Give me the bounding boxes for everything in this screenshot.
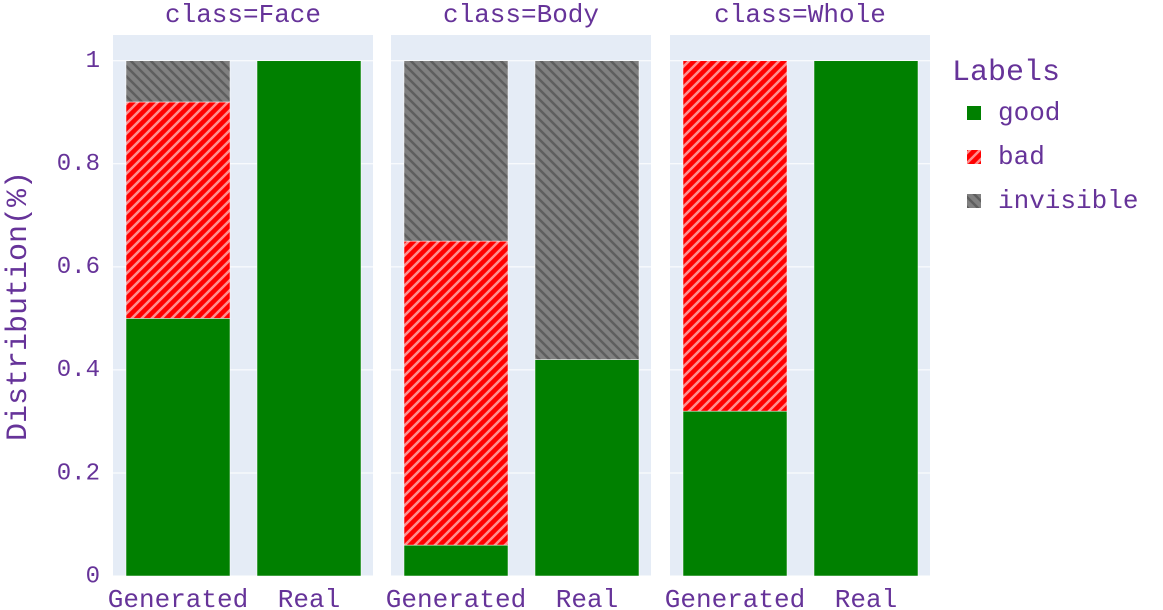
- bar-segment: [682, 410, 788, 577]
- bar-segment: [256, 60, 362, 577]
- y-tick-label: 0.2: [57, 460, 100, 487]
- legend-swatch: [967, 106, 981, 120]
- bar-segment: [125, 318, 231, 577]
- bar-segment: [534, 60, 640, 360]
- x-tick-label: Real: [556, 585, 618, 610]
- legend-swatch: [967, 194, 981, 208]
- x-tick-label: Generated: [386, 585, 526, 610]
- y-tick-label: 0.4: [57, 357, 100, 384]
- bar-segment: [682, 60, 788, 412]
- bar-segment: [813, 60, 919, 577]
- legend-swatch: [967, 150, 981, 164]
- bar-segment: [534, 359, 640, 577]
- x-tick-label: Real: [278, 585, 340, 610]
- x-tick-label: Real: [835, 585, 897, 610]
- legend-label: good: [998, 98, 1060, 128]
- bar-segment: [125, 60, 231, 103]
- legend-label: invisible: [998, 186, 1138, 216]
- y-tick-label: 0.6: [57, 254, 100, 281]
- x-tick-label: Generated: [665, 585, 805, 610]
- y-tick-label: 0.8: [57, 151, 100, 178]
- bar-segment: [403, 60, 509, 242]
- y-tick-label: 1: [86, 48, 100, 75]
- facet-title: class=Whole: [714, 0, 886, 30]
- y-axis-title: Distribution(%): [2, 171, 36, 441]
- legend-title: Labels: [952, 56, 1060, 90]
- bar-segment: [403, 544, 509, 577]
- x-tick-label: Generated: [108, 585, 248, 610]
- legend-label: bad: [998, 142, 1045, 172]
- facet-title: class=Face: [165, 0, 321, 30]
- y-tick-label: 0: [86, 563, 100, 590]
- bar-segment: [125, 101, 231, 319]
- facet-title: class=Body: [443, 0, 599, 30]
- bar-segment: [403, 240, 509, 546]
